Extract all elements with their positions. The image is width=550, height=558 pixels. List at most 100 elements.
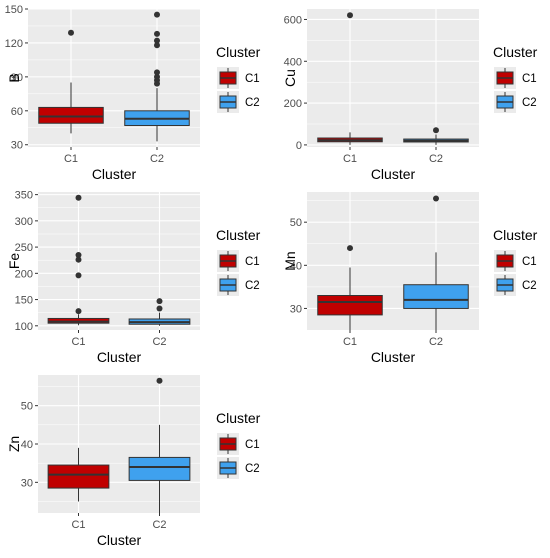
- box-c2: [128, 298, 191, 326]
- box-c1: [47, 447, 110, 502]
- legend-label-c1: C1: [245, 73, 260, 85]
- y-axis-title: Mn: [282, 251, 298, 270]
- legend-label-c1: C1: [522, 73, 537, 85]
- y-axis-title: Zn: [6, 436, 22, 452]
- x-axis-title: Cluster: [371, 166, 416, 182]
- y-tick-label: 200: [15, 268, 33, 280]
- legend-label-c1: C1: [245, 439, 260, 451]
- legend-title: Cluster: [216, 44, 261, 60]
- outlier-point: [154, 69, 160, 76]
- box-c2: [403, 195, 469, 330]
- outlier-point: [75, 194, 82, 201]
- y-tick-label: 400: [284, 56, 302, 68]
- x-tick-label-c2: C2: [152, 336, 166, 348]
- chart-panel-mn: 30 40 50 C1 C2 Cluster Mn Cluster C1 C2: [282, 192, 538, 365]
- box-c1: [317, 245, 383, 330]
- y-tick-label: 200: [284, 98, 302, 110]
- y-tick-label: 250: [15, 242, 33, 254]
- legend-title: Cluster: [216, 410, 261, 426]
- x-axis-title: Cluster: [97, 532, 142, 548]
- y-tick-label: 120: [5, 38, 23, 50]
- legend-label-c2: C2: [245, 280, 260, 292]
- outlier-point: [75, 251, 82, 258]
- legend: Cluster C1 C2: [493, 44, 538, 113]
- outlier-point: [154, 11, 160, 18]
- box-c1: [317, 12, 383, 145]
- x-tick-label-c2: C2: [152, 519, 166, 531]
- y-tick-label: 40: [290, 260, 302, 272]
- box-iqr: [403, 284, 469, 309]
- y-axis-title: B: [6, 73, 22, 82]
- legend-label-c1: C1: [245, 256, 260, 268]
- legend-title: Cluster: [493, 44, 538, 60]
- outlier-point: [433, 127, 439, 134]
- y-tick-label: 30: [21, 477, 33, 489]
- legend: Cluster C1 C2: [493, 227, 538, 296]
- y-tick-label: 40: [21, 439, 33, 451]
- x-tick-label-c1: C1: [343, 153, 357, 165]
- outlier-point: [154, 37, 160, 44]
- legend-label-c2: C2: [245, 97, 260, 109]
- y-tick-label: 30: [11, 140, 23, 152]
- chart-panel-fe: 100 150 200 250 300 350 C1 C2 Cluster Fe Cluster C1…: [6, 190, 261, 365]
- box-iqr: [47, 464, 110, 489]
- legend-label-c2: C2: [522, 280, 537, 292]
- plot-panel-background: [28, 9, 200, 147]
- box-iqr: [38, 106, 104, 124]
- plot-panel-background: [38, 192, 200, 330]
- chart-panel-cu: 0 200 400 600 C1 C2 Cluster Cu Cluster C1 C2: [282, 9, 538, 182]
- box-c1: [47, 194, 110, 326]
- legend-title: Cluster: [216, 227, 261, 243]
- x-tick-label-c1: C1: [343, 336, 357, 348]
- y-tick-label: 90: [11, 72, 23, 84]
- outlier-point: [75, 256, 82, 263]
- legend: Cluster C1 C2: [216, 44, 261, 113]
- plot-panel-background: [307, 9, 479, 147]
- outlier-point: [156, 305, 163, 312]
- x-tick-label-c2: C2: [429, 336, 443, 348]
- y-tick-label: 300: [15, 216, 33, 228]
- y-tick-label: 0: [296, 140, 302, 152]
- y-tick-label: 600: [284, 14, 302, 26]
- y-tick-label: 150: [15, 295, 33, 307]
- outlier-point: [154, 42, 160, 49]
- legend: Cluster C1 C2: [216, 410, 261, 479]
- y-tick-label: 350: [15, 190, 33, 202]
- x-tick-label-c1: C1: [64, 153, 78, 165]
- box-iqr: [128, 456, 191, 481]
- y-tick-label: 50: [290, 217, 302, 229]
- outlier-point: [75, 308, 82, 315]
- x-axis-title: Cluster: [97, 349, 142, 365]
- outlier-point: [156, 377, 163, 384]
- box-iqr: [317, 295, 383, 316]
- legend-title: Cluster: [493, 227, 538, 243]
- x-tick-label-c2: C2: [429, 153, 443, 165]
- outlier-point: [75, 272, 82, 279]
- legend-label-c2: C2: [522, 97, 537, 109]
- box-c2: [403, 127, 469, 145]
- y-tick-label: 50: [21, 401, 33, 413]
- outlier-point: [68, 29, 74, 36]
- x-tick-label-c1: C1: [71, 336, 85, 348]
- box-c1: [38, 29, 104, 134]
- y-axis-title: Fe: [6, 253, 22, 270]
- x-tick-label-c2: C2: [150, 153, 164, 165]
- legend: Cluster C1 C2: [216, 227, 261, 296]
- x-tick-label-c1: C1: [71, 519, 85, 531]
- x-axis-title: Cluster: [92, 166, 137, 182]
- outlier-point: [154, 30, 160, 37]
- y-tick-label: 30: [290, 303, 302, 315]
- outlier-point: [347, 12, 353, 19]
- x-axis-title: Cluster: [371, 349, 416, 365]
- y-axis-title: Cu: [282, 69, 298, 87]
- y-tick-label: 100: [15, 321, 33, 333]
- legend-label-c1: C1: [522, 256, 537, 268]
- y-tick-label: 60: [11, 106, 23, 118]
- chart-panel-zn: 30 40 50 C1 C2 Cluster Zn Cluster C1 C2: [6, 375, 261, 548]
- outlier-point: [433, 195, 439, 202]
- box-c2: [128, 377, 191, 513]
- y-tick-label: 150: [5, 4, 23, 16]
- outlier-point: [156, 298, 163, 305]
- chart-panel-b: 30 60 90 120 150 C1 C2 Cluster B Cluster C1 C2: [5, 4, 261, 182]
